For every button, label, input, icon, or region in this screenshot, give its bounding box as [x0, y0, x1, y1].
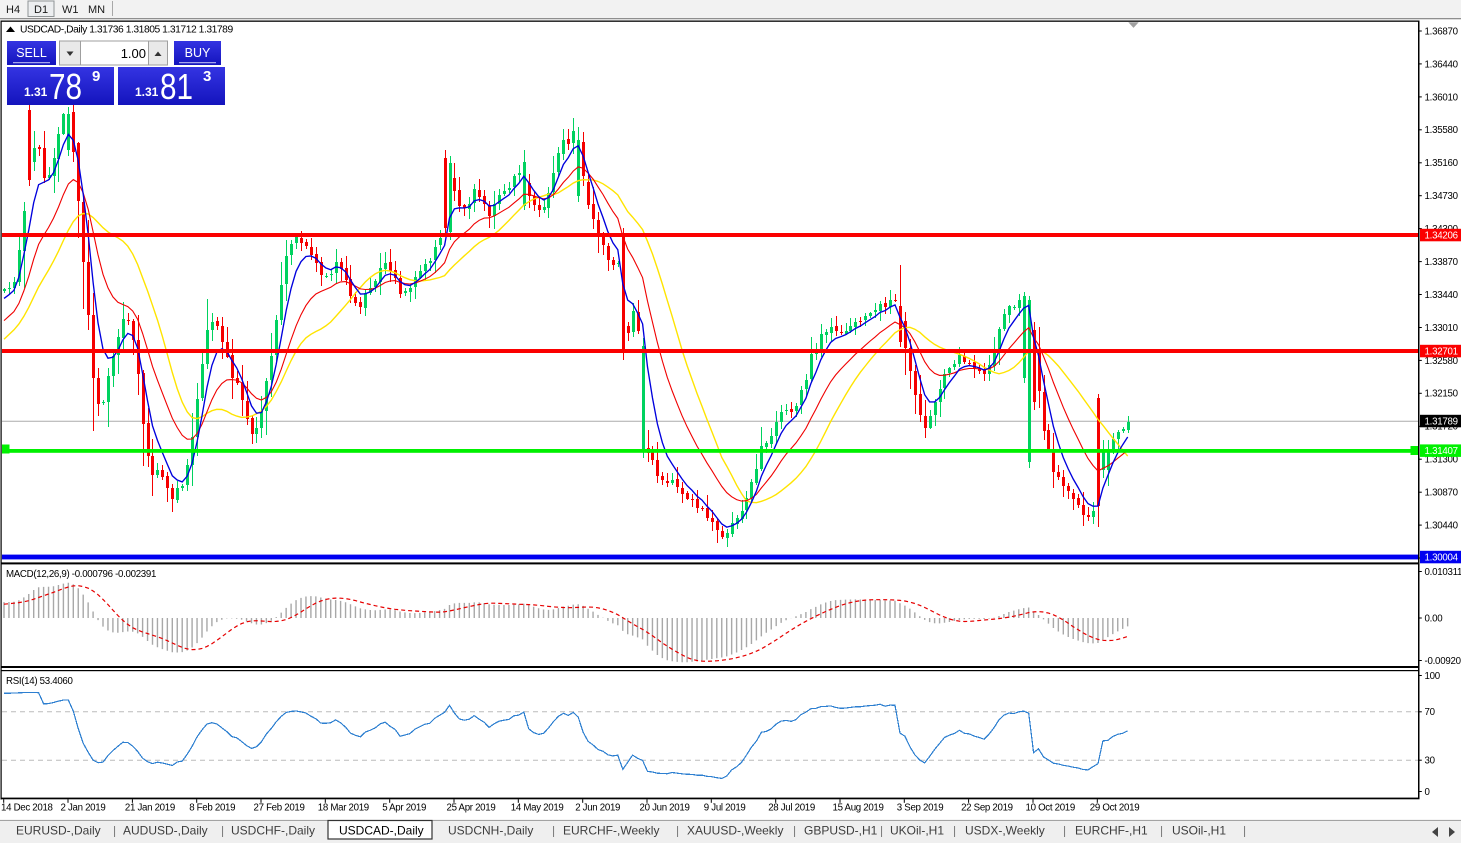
svg-text:|: |: [221, 824, 224, 838]
svg-text:100: 100: [1425, 671, 1441, 682]
svg-text:1.31407: 1.31407: [1425, 446, 1458, 457]
svg-text:1.31: 1.31: [24, 85, 48, 99]
svg-text:BUY: BUY: [185, 46, 211, 60]
svg-text:EURUSD-,Daily: EURUSD-,Daily: [16, 824, 101, 838]
svg-text:2 Jun 2019: 2 Jun 2019: [575, 803, 620, 814]
svg-text:MACD(12,26,9) -0.000796 -0.002: MACD(12,26,9) -0.000796 -0.002391: [6, 569, 156, 580]
svg-text:70: 70: [1425, 707, 1436, 718]
svg-text:|: |: [552, 824, 555, 838]
svg-text:22 Sep 2019: 22 Sep 2019: [961, 803, 1013, 814]
svg-text:MN: MN: [88, 4, 105, 16]
svg-text:3: 3: [203, 68, 211, 85]
svg-text:USOil-,H1: USOil-,H1: [1172, 824, 1226, 838]
svg-text:1.33870: 1.33870: [1425, 257, 1459, 268]
svg-text:5 Apr 2019: 5 Apr 2019: [382, 803, 426, 814]
svg-text:1.30004: 1.30004: [1425, 552, 1459, 563]
svg-text:GBPUSD-,H1: GBPUSD-,H1: [804, 824, 878, 838]
svg-text:USDX-,Weekly: USDX-,Weekly: [965, 824, 1045, 838]
svg-text:D1: D1: [34, 4, 48, 16]
svg-text:78: 78: [49, 66, 82, 107]
svg-text:EURCHF-,H1: EURCHF-,H1: [1075, 824, 1148, 838]
svg-text:0.010311: 0.010311: [1425, 567, 1461, 578]
svg-text:H4: H4: [6, 4, 20, 16]
svg-text:3 Sep 2019: 3 Sep 2019: [897, 803, 944, 814]
svg-text:USDCNH-,Daily: USDCNH-,Daily: [448, 824, 533, 838]
svg-text:1.32580: 1.32580: [1425, 356, 1459, 367]
svg-text:30: 30: [1425, 756, 1436, 767]
svg-text:1.32701: 1.32701: [1425, 346, 1458, 357]
svg-text:81: 81: [160, 66, 193, 107]
svg-text:|: |: [880, 824, 883, 838]
svg-text:USDCAD-,Daily: USDCAD-,Daily: [339, 824, 424, 838]
svg-text:28 Jul 2019: 28 Jul 2019: [768, 803, 815, 814]
svg-text:8 Feb 2019: 8 Feb 2019: [189, 803, 235, 814]
svg-text:1.31: 1.31: [135, 85, 159, 99]
svg-text:AUDUSD-,Daily: AUDUSD-,Daily: [123, 824, 208, 838]
svg-text:|: |: [1063, 824, 1066, 838]
svg-text:2 Jan 2019: 2 Jan 2019: [61, 803, 106, 814]
svg-text:|: |: [1243, 824, 1246, 838]
svg-text:USDCAD-,Daily 1.31736 1.31805: USDCAD-,Daily 1.31736 1.31805 1.31712 1.…: [20, 25, 233, 36]
svg-text:1.30870: 1.30870: [1425, 488, 1459, 499]
svg-text:1.36440: 1.36440: [1425, 59, 1459, 70]
svg-text:18 Mar 2019: 18 Mar 2019: [318, 803, 369, 814]
svg-text:-0.009203: -0.009203: [1425, 656, 1461, 667]
svg-text:EURCHF-,Weekly: EURCHF-,Weekly: [563, 824, 659, 838]
svg-text:|: |: [676, 824, 679, 838]
svg-text:25 Apr 2019: 25 Apr 2019: [447, 803, 496, 814]
svg-text:W1: W1: [62, 4, 79, 16]
svg-text:1.36870: 1.36870: [1425, 26, 1459, 37]
svg-text:1.35580: 1.35580: [1425, 125, 1459, 136]
svg-text:15 Aug 2019: 15 Aug 2019: [833, 803, 884, 814]
svg-text:|: |: [1160, 824, 1163, 838]
svg-text:1.31789: 1.31789: [1425, 416, 1458, 427]
svg-text:1.34730: 1.34730: [1425, 191, 1459, 202]
svg-text:21 Jan 2019: 21 Jan 2019: [125, 803, 175, 814]
svg-text:1.00: 1.00: [121, 46, 146, 61]
svg-text:9: 9: [92, 68, 100, 85]
svg-text:1.32150: 1.32150: [1425, 389, 1459, 400]
svg-text:XAUUSD-,Weekly: XAUUSD-,Weekly: [687, 824, 783, 838]
svg-text:14 May 2019: 14 May 2019: [511, 803, 564, 814]
svg-text:29 Oct 2019: 29 Oct 2019: [1090, 803, 1139, 814]
svg-text:1.35160: 1.35160: [1425, 158, 1459, 169]
svg-text:0: 0: [1425, 787, 1431, 798]
svg-text:20 Jun 2019: 20 Jun 2019: [640, 803, 690, 814]
svg-text:1.33010: 1.33010: [1425, 323, 1459, 334]
svg-text:1.33440: 1.33440: [1425, 290, 1459, 301]
svg-text:1.36010: 1.36010: [1425, 92, 1459, 103]
svg-text:|: |: [953, 824, 956, 838]
svg-text:|: |: [113, 824, 116, 838]
svg-text:1.34206: 1.34206: [1425, 230, 1458, 241]
svg-text:9 Jul 2019: 9 Jul 2019: [704, 803, 746, 814]
svg-text:1.30440: 1.30440: [1425, 521, 1459, 532]
svg-text:|: |: [793, 824, 796, 838]
svg-text:RSI(14) 53.4060: RSI(14) 53.4060: [6, 676, 73, 687]
svg-text:SELL: SELL: [16, 46, 47, 60]
svg-text:UKOil-,H1: UKOil-,H1: [890, 824, 944, 838]
svg-text:1.31300: 1.31300: [1425, 455, 1459, 466]
svg-text:14 Dec 2018: 14 Dec 2018: [1, 803, 53, 814]
svg-text:USDCHF-,Daily: USDCHF-,Daily: [231, 824, 315, 838]
svg-text:0.00: 0.00: [1425, 613, 1444, 624]
svg-text:27 Feb 2019: 27 Feb 2019: [254, 803, 305, 814]
svg-text:10 Oct 2019: 10 Oct 2019: [1026, 803, 1075, 814]
